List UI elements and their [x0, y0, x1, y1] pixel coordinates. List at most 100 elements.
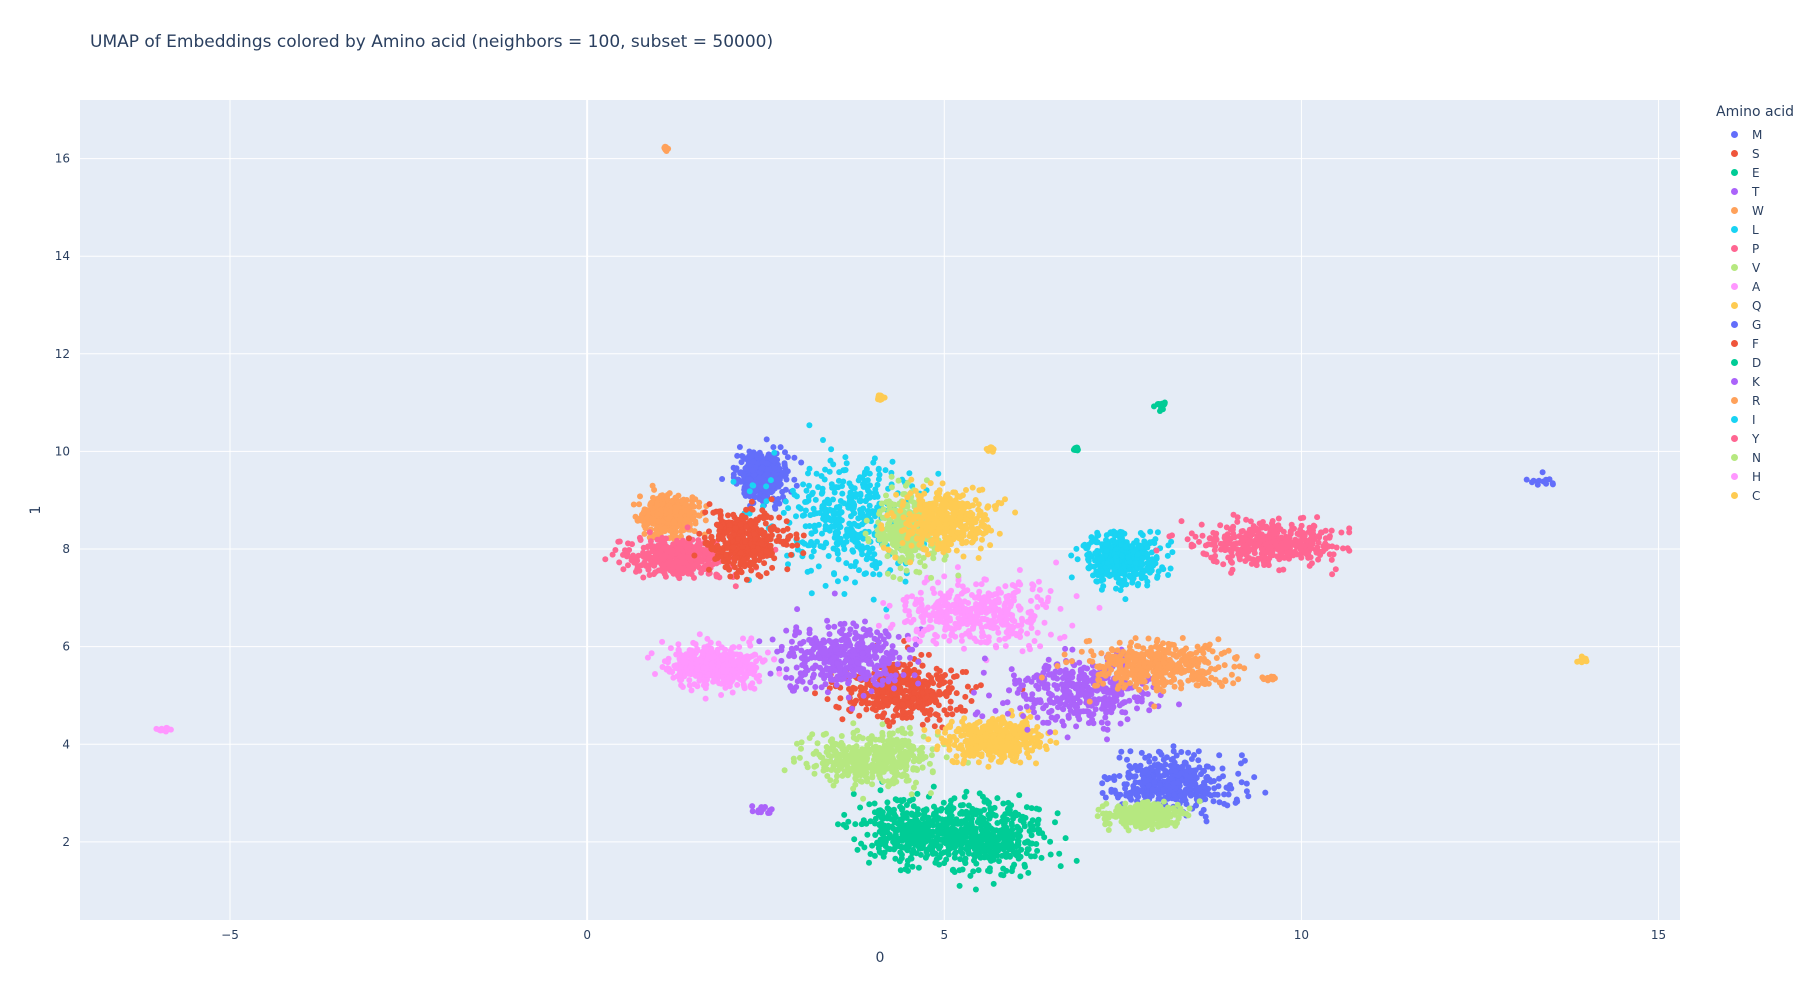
data-point: [689, 494, 696, 501]
data-point: [850, 720, 857, 727]
data-point: [930, 817, 937, 824]
data-point: [791, 758, 797, 765]
data-point: [835, 477, 842, 484]
data-point: [1041, 619, 1048, 626]
data-point: [803, 487, 810, 494]
data-point: [772, 505, 779, 512]
data-point: [790, 650, 797, 656]
data-point: [925, 817, 932, 824]
data-point: [924, 716, 931, 723]
data-point: [871, 635, 878, 642]
data-point: [866, 493, 873, 500]
data-point: [866, 627, 873, 633]
data-point: [1145, 782, 1152, 789]
data-point: [962, 707, 968, 714]
data-point: [946, 591, 953, 598]
data-point: [918, 834, 925, 841]
data-point: [910, 746, 917, 752]
data-point: [672, 494, 679, 501]
data-point: [877, 787, 884, 794]
data-point: [915, 669, 922, 676]
data-point: [1027, 620, 1034, 627]
data-point: [737, 469, 744, 476]
data-point: [971, 635, 978, 642]
data-point: [968, 592, 975, 598]
data-point: [822, 522, 829, 529]
data-point: [852, 776, 859, 783]
data-point: [845, 818, 852, 825]
data-point: [616, 559, 623, 566]
data-point: [892, 672, 899, 679]
data-point: [947, 679, 953, 686]
data-point: [795, 504, 802, 511]
data-point: [970, 752, 977, 759]
data-point: [691, 503, 697, 510]
data-point: [973, 581, 980, 588]
data-point: [776, 666, 783, 672]
data-point: [661, 525, 668, 532]
data-point: [903, 773, 910, 779]
data-point: [811, 770, 818, 777]
data-point: [904, 693, 911, 700]
data-point: [875, 476, 882, 483]
data-point: [1016, 630, 1023, 637]
data-point: [955, 606, 962, 613]
data-point: [881, 822, 888, 829]
data-point: [749, 803, 756, 810]
data-point: [916, 638, 923, 645]
data-point: [894, 661, 901, 668]
data-point: [869, 545, 876, 552]
data-point: [877, 775, 884, 781]
data-point: [816, 655, 823, 662]
data-point: [844, 672, 851, 679]
data-point: [647, 538, 654, 545]
data-point: [867, 631, 874, 638]
data-point: [902, 602, 909, 609]
data-point: [820, 767, 827, 774]
data-point: [884, 805, 891, 812]
data-point: [1219, 765, 1226, 772]
data-point: [899, 701, 906, 708]
data-point: [930, 822, 937, 829]
data-point: [1009, 757, 1016, 764]
data-point: [934, 728, 941, 735]
data-point: [851, 699, 858, 706]
data-point: [911, 836, 918, 843]
data-point: [640, 549, 647, 556]
data-point: [901, 836, 907, 843]
data-point: [1127, 748, 1134, 755]
data-point: [996, 636, 1003, 643]
data-point: [654, 501, 661, 508]
data-point: [1052, 729, 1059, 736]
data-point: [973, 684, 980, 690]
data-point: [904, 857, 911, 864]
data-point: [931, 723, 938, 730]
data-point: [875, 466, 882, 473]
data-point: [1034, 629, 1041, 636]
data-point: [1233, 796, 1240, 803]
data-point: [1182, 790, 1189, 797]
data-point: [1182, 797, 1189, 804]
data-point: [953, 753, 960, 760]
data-point: [1034, 604, 1041, 610]
data-point: [774, 648, 781, 655]
data-point: [915, 658, 922, 665]
data-point: [914, 810, 920, 817]
data-point: [895, 727, 902, 734]
data-point: [832, 646, 839, 653]
data-point: [1156, 782, 1163, 788]
data-point: [1549, 480, 1556, 487]
data-point: [929, 838, 936, 845]
data-point: [725, 512, 731, 519]
data-point: [911, 689, 918, 696]
data-point: [1043, 746, 1050, 753]
data-point: [1030, 582, 1037, 589]
data-point: [651, 486, 658, 493]
data-point: [854, 522, 860, 529]
data-point: [804, 667, 811, 674]
data-point: [843, 460, 850, 467]
data-point: [876, 471, 883, 478]
data-point: [785, 561, 791, 568]
data-point: [866, 801, 873, 808]
